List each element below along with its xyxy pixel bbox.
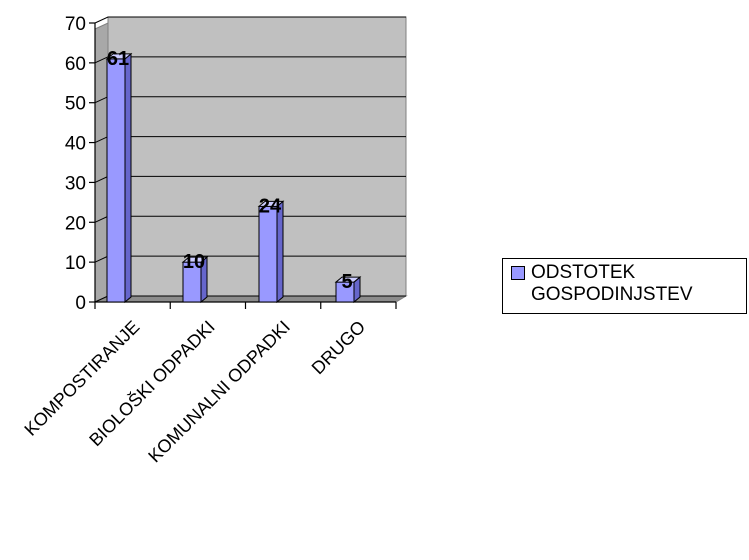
plot-area [94, 16, 408, 303]
legend-series-label: ODSTOTEK GOSPODINJSTEV [531, 262, 693, 305]
bar-top [257, 200, 285, 207]
gridline [94, 56, 406, 64]
bars [105, 52, 362, 304]
bar [181, 256, 209, 304]
data-label: 5 [341, 271, 352, 293]
data-label: 61 [107, 48, 129, 70]
bar-top [105, 53, 133, 60]
bar [334, 276, 362, 304]
y-tick-label: 0 [75, 293, 86, 314]
x-category-label: DRUGO [308, 317, 370, 379]
bar-front [258, 205, 278, 303]
x-category-label: KOMUNALNI ODPADKI [144, 317, 294, 467]
data-label: 24 [259, 195, 282, 217]
bar [105, 52, 133, 304]
y-tick-label: 40 [65, 134, 86, 155]
y-tick-label: 70 [65, 14, 86, 35]
y-axis-ticks: 0 10 20 30 40 50 60 70 [65, 14, 95, 314]
bar-side [124, 52, 132, 304]
y-tick-label: 30 [65, 173, 86, 194]
y-tick-label: 20 [65, 213, 86, 234]
legend: ODSTOTEK GOSPODINJSTEV [502, 258, 747, 314]
back-wall [107, 16, 407, 297]
x-category-label: BIOLOŠKI ODPADKI [85, 316, 219, 450]
data-labels: 61 10 24 5 [107, 48, 353, 293]
bar [257, 200, 285, 304]
y-tick-label: 50 [65, 94, 86, 115]
data-label: 10 [183, 251, 205, 273]
gridline [94, 16, 406, 24]
y-tick-label: 60 [65, 54, 86, 75]
bar-front [106, 58, 126, 303]
legend-swatch [511, 266, 525, 280]
bar-top [181, 256, 209, 263]
bar-top [334, 276, 362, 283]
y-tick-label: 10 [65, 253, 86, 274]
